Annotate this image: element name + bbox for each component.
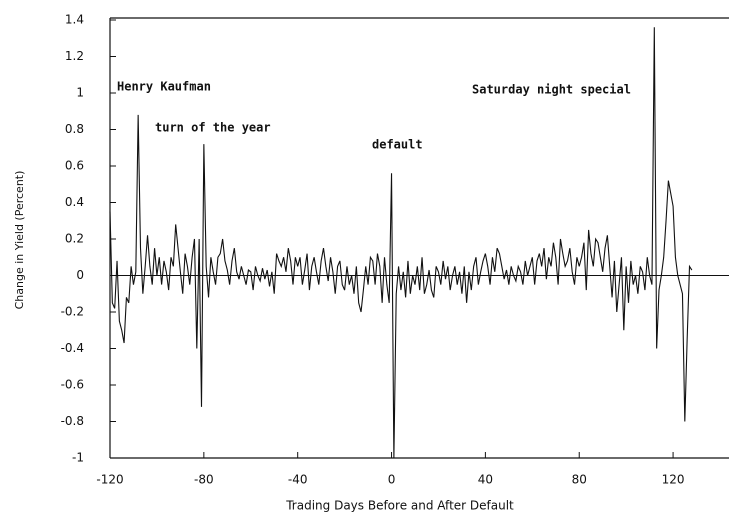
annotation: Henry Kaufman — [117, 80, 211, 94]
y-tick-label: -1 — [72, 451, 84, 465]
y-tick-label: 0.4 — [65, 195, 84, 209]
y-tick-label: -0.6 — [61, 378, 84, 392]
y-tick-label: -0.2 — [61, 305, 84, 319]
x-tick-label: 40 — [478, 473, 493, 487]
y-axis-label: Change in Yield (Percent) — [13, 171, 26, 310]
data-line — [109, 27, 693, 459]
x-tick-label: 120 — [662, 473, 685, 487]
y-tick-label: -0.8 — [61, 414, 84, 428]
y-tick-label: 1.4 — [65, 13, 84, 27]
y-tick-label: 0.6 — [65, 159, 84, 173]
x-axis-label: Trading Days Before and After Default — [285, 499, 514, 513]
y-tick-label: 0 — [76, 268, 84, 282]
y-tick-label: -0.4 — [61, 341, 84, 355]
annotation: default — [372, 138, 423, 152]
y-tick-label: 0.8 — [65, 122, 84, 136]
x-tick-label: 0 — [388, 473, 396, 487]
x-tick-label: -120 — [96, 473, 123, 487]
y-tick-label: 0.2 — [65, 232, 84, 246]
x-tick-label: -80 — [194, 473, 214, 487]
annotation: Saturday night special — [472, 83, 631, 97]
annotation: turn of the year — [155, 121, 271, 135]
x-tick-label: 80 — [572, 473, 587, 487]
x-tick-label: -40 — [288, 473, 308, 487]
y-tick-label: 1 — [76, 86, 84, 100]
y-tick-label: 1.2 — [65, 49, 84, 63]
